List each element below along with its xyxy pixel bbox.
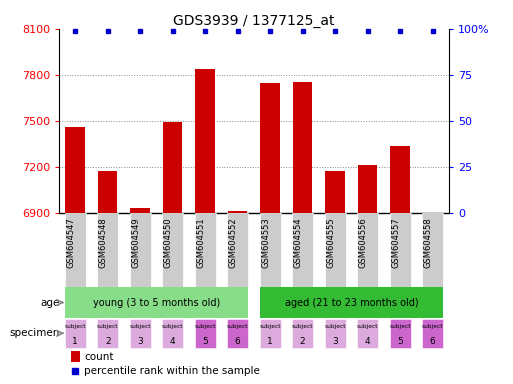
Bar [97, 318, 118, 348]
Bar [325, 318, 346, 348]
Bar [97, 214, 118, 287]
Text: GSM604553: GSM604553 [261, 217, 270, 268]
Text: 5: 5 [202, 338, 208, 346]
Text: 6: 6 [235, 338, 241, 346]
Text: 2: 2 [300, 338, 305, 346]
Text: subject: subject [227, 324, 248, 329]
Text: 6: 6 [430, 338, 436, 346]
Text: young (3 to 5 months old): young (3 to 5 months old) [93, 298, 220, 308]
Text: GSM604551: GSM604551 [196, 217, 205, 268]
Text: subject: subject [129, 324, 151, 329]
Text: GSM604558: GSM604558 [424, 217, 432, 268]
Bar [390, 214, 410, 287]
Text: count: count [84, 352, 114, 362]
Text: subject: subject [162, 324, 184, 329]
Text: GSM604554: GSM604554 [293, 217, 303, 268]
Bar [227, 318, 248, 348]
Bar [195, 69, 215, 214]
Bar [422, 214, 443, 287]
Text: aged (21 to 23 months old): aged (21 to 23 months old) [285, 298, 418, 308]
Bar [71, 351, 81, 362]
Bar [195, 214, 215, 287]
Text: GSM604555: GSM604555 [326, 217, 335, 268]
Bar [162, 318, 183, 348]
Bar [260, 318, 281, 348]
Text: percentile rank within the sample: percentile rank within the sample [84, 366, 260, 376]
Bar [98, 171, 117, 214]
Text: subject: subject [97, 324, 119, 329]
Bar [422, 318, 443, 348]
Bar [65, 287, 248, 318]
Bar [390, 318, 410, 348]
Text: 1: 1 [72, 338, 78, 346]
Text: subject: subject [389, 324, 411, 329]
Bar [65, 214, 86, 287]
Text: subject: subject [357, 324, 379, 329]
Text: subject: subject [422, 324, 443, 329]
Text: GSM604556: GSM604556 [359, 217, 368, 268]
Bar [195, 318, 215, 348]
Text: 3: 3 [137, 338, 143, 346]
Bar [130, 318, 151, 348]
Text: specimen: specimen [10, 328, 60, 338]
Text: 4: 4 [170, 338, 175, 346]
Text: 1: 1 [267, 338, 273, 346]
Bar [261, 83, 280, 214]
Bar [423, 213, 442, 214]
Text: GSM604552: GSM604552 [229, 217, 238, 268]
Text: subject: subject [194, 324, 216, 329]
Bar [390, 146, 410, 214]
Text: 2: 2 [105, 338, 110, 346]
Text: subject: subject [65, 324, 86, 329]
Bar [325, 171, 345, 214]
Text: GSM604547: GSM604547 [66, 217, 75, 268]
Text: subject: subject [260, 324, 281, 329]
Bar [357, 214, 378, 287]
Bar [292, 318, 313, 348]
Bar [65, 318, 86, 348]
Text: 5: 5 [397, 338, 403, 346]
Text: age: age [41, 298, 60, 308]
Bar [163, 122, 183, 214]
Bar [162, 214, 183, 287]
Bar [260, 214, 281, 287]
Bar [130, 214, 151, 287]
Text: subject: subject [292, 324, 313, 329]
Bar [325, 214, 346, 287]
Text: GSM604550: GSM604550 [164, 217, 173, 268]
Bar [292, 214, 313, 287]
Text: subject: subject [324, 324, 346, 329]
Text: 3: 3 [332, 338, 338, 346]
Bar [228, 211, 247, 214]
Bar [130, 208, 150, 214]
Bar [358, 165, 378, 214]
Bar [260, 287, 443, 318]
Text: GSM604548: GSM604548 [98, 217, 108, 268]
Text: 4: 4 [365, 338, 370, 346]
Text: GSM604557: GSM604557 [391, 217, 400, 268]
Bar [66, 127, 85, 214]
Bar [293, 82, 312, 214]
Title: GDS3939 / 1377125_at: GDS3939 / 1377125_at [173, 14, 334, 28]
Text: GSM604549: GSM604549 [131, 217, 140, 268]
Bar [357, 318, 378, 348]
Bar [227, 214, 248, 287]
